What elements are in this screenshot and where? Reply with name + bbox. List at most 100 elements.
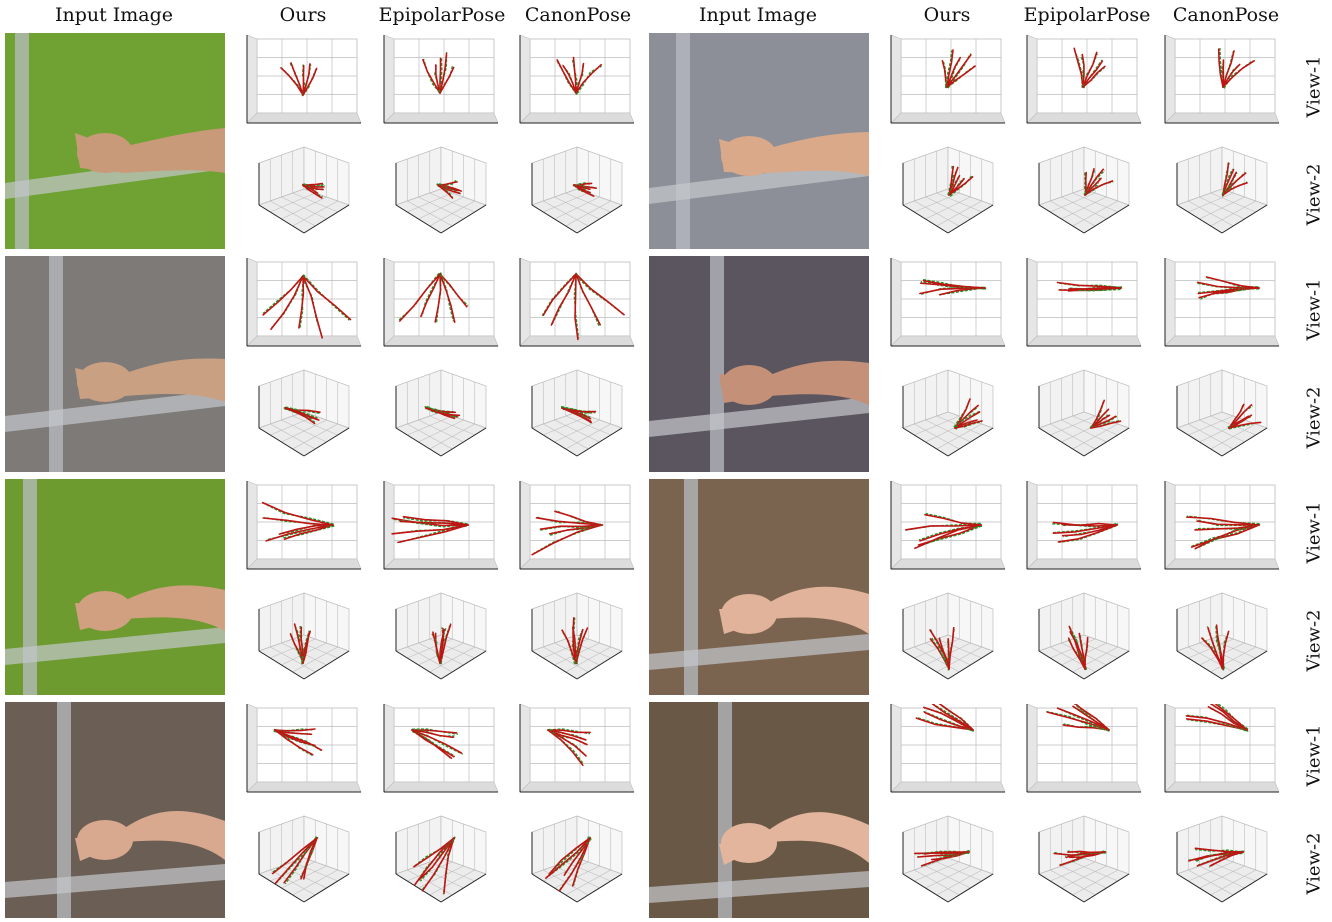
- plot-row4-left-epipolarpose-view2: [395, 815, 487, 903]
- plot-row1-right-ours-view2: [902, 146, 994, 234]
- plot-row1-right-canonpose-view1-skeleton: [1217, 48, 1255, 89]
- plot-row1-left-ours-view2-skeleton: [301, 182, 326, 199]
- input-image-1: [5, 33, 225, 249]
- header-epipolarpose-right: EpipolarPose: [1023, 4, 1151, 26]
- plot-row4-left-canonpose-view2: [531, 815, 623, 903]
- plot-row3-left-ours-view2-skeleton: [289, 623, 311, 665]
- plot-row2-right-epipolarpose-view1: [1026, 258, 1142, 347]
- plot-row3-left-epipolarpose-view2-skeleton: [430, 623, 452, 665]
- plot-row3-left-canonpose-view1-skeleton: [531, 510, 604, 556]
- plot-row2-left-canonpose-view1: [519, 258, 635, 347]
- plot-row1-right-epipolarpose-view1-skeleton: [1073, 47, 1106, 89]
- plot-row4-left-canonpose-view2-skeleton: [545, 836, 592, 892]
- plot-row1-left-ours-view2: [258, 146, 350, 234]
- plot-row1-right-epipolarpose-view2-skeleton: [1083, 168, 1114, 197]
- plot-row4-right-canonpose-view2: [1176, 815, 1268, 903]
- plot-row4-left-ours-view2-skeleton: [271, 836, 319, 885]
- plot-row2-left-ours-view2: [258, 369, 350, 457]
- plot-row4-right-ours-view2-skeleton: [914, 849, 970, 867]
- plot-row3-right-ours-view2-skeleton: [929, 627, 955, 671]
- plot-row3-right-epipolarpose-view1: [1026, 481, 1142, 570]
- plot-row3-left-canonpose-view2-skeleton: [561, 617, 589, 665]
- header-ours-right: Ours: [923, 4, 971, 26]
- plot-row1-left-ours-view1-skeleton: [280, 62, 318, 97]
- plot-row4-left-ours-view2: [258, 815, 350, 903]
- input-image-8: [649, 702, 869, 918]
- plot-row4-right-ours-view1-skeleton: [915, 704, 974, 733]
- plot-row4-left-canonpose-view1-skeleton: [547, 728, 591, 766]
- header-canonpose-left: CanonPose: [524, 4, 632, 26]
- plot-row1-left-epipolarpose-view2-skeleton: [436, 179, 463, 199]
- plot-row2-left-epipolarpose-view2-skeleton: [424, 405, 461, 420]
- header-ours-left: Ours: [279, 4, 327, 26]
- plot-row3-left-ours-view1-skeleton: [260, 501, 335, 542]
- plot-row2-right-ours-view2-skeleton: [953, 398, 983, 430]
- plot-row2-right-epipolarpose-view1-skeleton: [1056, 281, 1123, 292]
- plot-row1-left-canonpose-view1: [519, 35, 635, 124]
- plot-row4-left-canonpose-view1: [519, 704, 635, 793]
- plot-row4-left-epipolarpose-view2-skeleton: [413, 836, 456, 895]
- plot-row2-right-ours-view2: [902, 369, 994, 457]
- plot-row2-right-epipolarpose-view2-skeleton: [1089, 399, 1122, 429]
- row-label-view-2-row3: View-2: [1303, 608, 1325, 672]
- input-image-4: [649, 256, 869, 472]
- row-label-view-1-row2: View-1: [1303, 277, 1325, 341]
- plot-row2-left-canonpose-view1-skeleton: [541, 272, 625, 341]
- plot-row3-right-canonpose-view1: [1164, 481, 1280, 570]
- plot-row2-right-canonpose-view1-skeleton: [1196, 276, 1260, 300]
- input-image-3: [5, 256, 225, 472]
- plot-row4-left-epipolarpose-view1: [383, 704, 499, 793]
- plot-row1-left-canonpose-view2-skeleton: [572, 181, 597, 197]
- input-image-7: [5, 702, 225, 918]
- plot-row3-right-ours-view1: [890, 481, 1006, 570]
- plot-row3-right-epipolarpose-view2: [1038, 592, 1130, 680]
- plot-row2-left-ours-view1-skeleton: [262, 274, 352, 339]
- plot-row3-left-epipolarpose-view2: [395, 592, 487, 680]
- plot-row2-right-canonpose-view2-skeleton: [1227, 403, 1262, 430]
- plot-row1-right-canonpose-view2-skeleton: [1221, 162, 1248, 197]
- plot-row3-right-canonpose-view1-skeleton: [1186, 515, 1261, 550]
- plot-row4-right-epipolarpose-view2-skeleton: [1053, 850, 1107, 866]
- plot-row4-left-ours-view1: [246, 704, 362, 793]
- row-label-view-2-row1: View-2: [1303, 162, 1325, 226]
- plot-row2-right-epipolarpose-view2: [1038, 369, 1130, 457]
- plot-row4-left-epipolarpose-view1-skeleton: [411, 728, 464, 760]
- row-label-view-1-row1: View-1: [1303, 54, 1325, 118]
- plot-row1-right-epipolarpose-view2: [1038, 146, 1130, 234]
- plot-row3-left-ours-view2: [258, 592, 350, 680]
- plot-row2-right-canonpose-view1: [1164, 258, 1280, 347]
- plot-row1-left-epipolarpose-view1-skeleton: [422, 52, 455, 94]
- plot-row2-right-ours-view1-skeleton: [919, 278, 987, 296]
- plot-row2-left-epipolarpose-view1-skeleton: [398, 272, 469, 323]
- plot-row3-right-canonpose-view2-skeleton: [1201, 624, 1230, 671]
- plot-row2-left-canonpose-view2-skeleton: [560, 405, 597, 424]
- header-epipolarpose-left: EpipolarPose: [378, 4, 506, 26]
- plot-row2-left-ours-view1: [246, 258, 362, 347]
- row-label-view-2-row4: View-2: [1303, 831, 1325, 895]
- plot-row3-left-canonpose-view2: [531, 592, 623, 680]
- header-canonpose-right: CanonPose: [1172, 4, 1280, 26]
- plot-row4-right-canonpose-view1-skeleton: [1185, 704, 1249, 732]
- plot-row1-right-canonpose-view2: [1176, 146, 1268, 234]
- plot-row1-left-ours-view1: [246, 35, 362, 124]
- plot-row4-right-canonpose-view2-skeleton: [1187, 847, 1245, 868]
- row-label-view-2-row2: View-2: [1303, 385, 1325, 449]
- plot-row4-left-ours-view1-skeleton: [273, 728, 323, 757]
- row-label-view-1-row3: View-1: [1303, 500, 1325, 564]
- plot-row2-left-canonpose-view2: [531, 369, 623, 457]
- plot-row2-left-ours-view2-skeleton: [283, 406, 321, 425]
- input-image-2: [649, 33, 869, 249]
- input-image-5: [5, 479, 225, 695]
- plot-row4-right-epipolarpose-view2: [1038, 815, 1130, 903]
- plot-row4-right-epipolarpose-view1-skeleton: [1046, 704, 1111, 732]
- plot-row3-right-epipolarpose-view2-skeleton: [1067, 625, 1089, 671]
- plot-row1-left-canonpose-view2: [531, 146, 623, 234]
- plot-row4-right-ours-view1: [890, 704, 1006, 793]
- plot-row1-right-epipolarpose-view1: [1026, 35, 1142, 124]
- plot-row4-right-ours-view2: [902, 815, 994, 903]
- plot-row4-right-canonpose-view1: [1164, 704, 1280, 793]
- plot-row3-right-epipolarpose-view1-skeleton: [1052, 521, 1119, 543]
- plot-row1-right-ours-view1: [890, 35, 1006, 124]
- header-input-image-right: Input Image: [698, 4, 818, 26]
- input-image-6: [649, 479, 869, 695]
